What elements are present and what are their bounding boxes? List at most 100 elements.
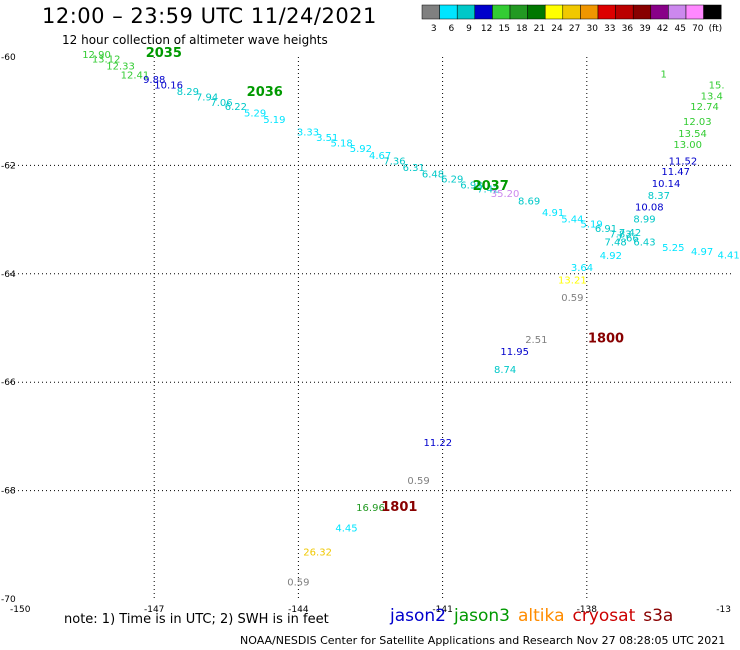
wave-height-label: 12.90	[82, 50, 111, 61]
wave-height-label: 10.14	[652, 179, 681, 190]
wave-height-label: 7.83	[609, 229, 631, 240]
wave-height-label: 5.19	[263, 115, 285, 126]
wave-height-label: 6.22	[225, 102, 247, 113]
wave-height-label: 12.03	[683, 117, 712, 128]
wave-height-label: 12.74	[690, 102, 719, 113]
x-tick-label: -141	[432, 605, 452, 615]
pass-time-marker: 1801	[381, 500, 417, 515]
wave-height-label: 4.45	[335, 523, 357, 534]
wave-height-label: 8.29	[177, 87, 199, 98]
y-tick-label: -70	[1, 595, 16, 605]
legend-item-s3a: s3a	[643, 606, 674, 626]
chart-subtitle: 12 hour collection of altimeter wave hei…	[62, 33, 328, 47]
wave-height-label: 26.32	[303, 548, 332, 559]
scale-tick-label: 36	[622, 24, 634, 34]
wave-height-label: 10.08	[635, 202, 664, 213]
scale-tick-label: 3	[431, 24, 437, 34]
wave-height-label: 7.48	[605, 238, 627, 249]
wave-height-label: 4.91	[542, 208, 564, 219]
wave-height-label: 5.18	[331, 138, 353, 149]
x-tick-label: -150	[10, 605, 31, 615]
wave-height-label: 7.42	[619, 228, 641, 239]
wave-height-label: 5.92	[350, 144, 372, 155]
wave-height-label: 15.	[709, 80, 725, 91]
wave-height-label: 13.4	[701, 91, 723, 102]
scale-tick-label: 21	[534, 24, 545, 34]
scale-tick-label: 39	[639, 24, 651, 34]
wave-height-label: 13.12	[92, 54, 121, 65]
scale-swatch	[703, 4, 722, 20]
y-tick-label: -68	[1, 487, 16, 497]
scale-tick-label: 45	[674, 24, 685, 34]
wave-height-label: 5.29	[244, 109, 266, 120]
wave-height-label: 4.67	[369, 151, 391, 162]
wave-height-label: 7.94	[196, 92, 218, 103]
x-tick-label: -147	[144, 605, 164, 615]
wave-height-label: 7.06	[210, 98, 232, 109]
wave-height-label: 0.59	[287, 577, 309, 588]
wave-height-label: 11.22	[423, 438, 452, 449]
wave-height-label: 0.59	[407, 476, 429, 487]
y-tick-label: -66	[1, 378, 16, 388]
wave-height-label: 10.16	[154, 80, 183, 91]
wave-height-label: 4.97	[691, 247, 713, 258]
wave-height-label: 3.64	[571, 263, 593, 274]
pass-time-marker: 2035	[146, 46, 182, 61]
scale-tick-label: 12	[481, 24, 492, 34]
wave-height-label: 8.99	[633, 214, 655, 225]
wave-height-label: 6.98	[460, 181, 482, 192]
wave-height-label: 11.47	[661, 167, 690, 178]
scale-tick-label: 15	[498, 24, 509, 34]
wave-height-label: 6.48	[422, 169, 444, 180]
x-tick-label: -13	[716, 605, 731, 615]
wave-height-label: 13.00	[673, 140, 702, 151]
scale-tick-label: 6	[449, 24, 455, 34]
wave-height-label: 4.41	[717, 251, 739, 262]
wave-height-label: 1	[661, 70, 667, 81]
wave-height-label: 13.54	[678, 129, 707, 140]
y-tick-label: -64	[1, 270, 16, 280]
scale-tick-label: 18	[516, 24, 528, 34]
wave-height-label: 7.42	[477, 185, 499, 196]
legend-item-jason2: jason2	[390, 606, 446, 626]
wave-height-label: 5.19	[580, 220, 602, 231]
wave-height-label: 0.59	[561, 293, 583, 304]
legend-item-jason3: jason3	[454, 606, 510, 626]
wave-height-label: 4.92	[600, 251, 622, 262]
wave-height-label: 6.31	[403, 163, 425, 174]
y-tick-label: -60	[1, 53, 16, 63]
wave-height-label: 6.91	[595, 224, 617, 235]
scale-tick-label: (ft)	[709, 24, 723, 34]
wave-height-label: 12.33	[106, 61, 135, 72]
scale-tick-label: 30	[586, 24, 598, 34]
scale-tick-label: 42	[657, 24, 668, 34]
wave-height-label: 8.69	[518, 196, 540, 207]
pass-time-marker: 2037	[473, 179, 509, 194]
scale-tick-label: 70	[692, 24, 704, 34]
wave-height-label: 9.88	[143, 75, 165, 86]
x-tick-label: -144	[288, 605, 309, 615]
wave-height-label: 35.20	[491, 189, 520, 200]
wave-height-label: 8.37	[648, 191, 670, 202]
wave-height-label: 11.95	[500, 347, 529, 358]
pass-time-marker: 1800	[588, 332, 624, 347]
scale-tick-label: 24	[551, 24, 563, 34]
scale-tick-label: 33	[604, 24, 615, 34]
credit-line: NOAA/NESDIS Center for Satellite Applica…	[240, 634, 726, 647]
wave-height-label: 3.33	[297, 128, 319, 139]
wave-height-label: 3.51	[316, 133, 338, 144]
x-tick-label: -138	[577, 605, 598, 615]
wave-height-label: 5.25	[662, 243, 684, 254]
wave-height-label: 7.66	[617, 233, 639, 244]
wave-height-label: 5.44	[561, 214, 583, 225]
wave-height-label: 7.36	[383, 156, 405, 167]
y-tick-label: -62	[1, 161, 16, 171]
legend-item-altika: altika	[518, 606, 565, 626]
satellite-legend: jason2 jason3 altika cryosat s3a	[390, 606, 681, 626]
wave-height-label: 8.74	[494, 365, 516, 376]
legend-item-cryosat: cryosat	[572, 606, 636, 626]
wave-height-label: 2.51	[525, 335, 547, 346]
wave-height-label: 12.41	[121, 71, 150, 82]
